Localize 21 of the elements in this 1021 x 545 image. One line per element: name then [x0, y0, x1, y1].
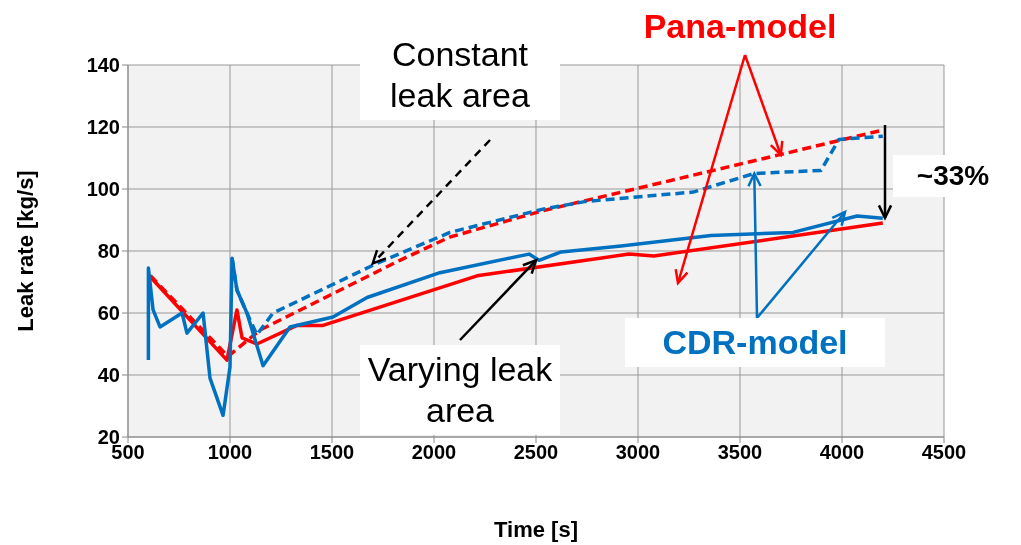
annotation: Constant leak area: [360, 30, 560, 120]
y-tick-label: 80: [97, 240, 120, 263]
annotation: Pana-model: [610, 2, 870, 51]
x-tick-label: 3500: [717, 441, 763, 464]
annotation: CDR-model: [625, 318, 885, 367]
x-tick-label: 1500: [309, 441, 355, 464]
x-tick-label: 1000: [207, 441, 253, 464]
annotation: Varying leak area: [360, 345, 560, 435]
y-tick-label: 100: [86, 178, 120, 201]
x-tick-label: 3000: [615, 441, 661, 464]
y-axis-title: Leak rate [kg/s]: [12, 170, 38, 332]
y-tick-label: 120: [86, 116, 120, 139]
y-tick-label: 60: [97, 302, 120, 325]
y-tick-label: 40: [97, 364, 120, 387]
x-tick-label: 2000: [411, 441, 457, 464]
x-axis-title: Time [s]: [494, 517, 578, 542]
annotation: ~33%: [893, 155, 1013, 197]
x-tick-label: 2500: [513, 441, 559, 464]
y-tick-label: 140: [86, 54, 120, 77]
x-tick-label: 4000: [819, 441, 865, 464]
x-tick-label: 4500: [921, 441, 967, 464]
